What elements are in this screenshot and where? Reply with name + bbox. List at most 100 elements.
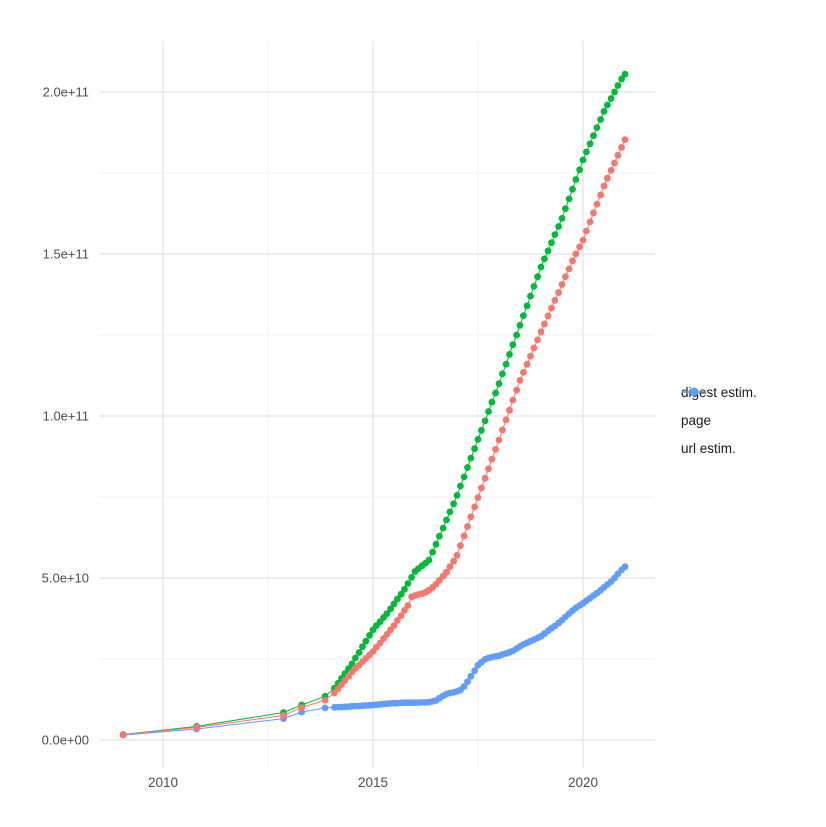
series-digest-estim-point [534, 336, 541, 344]
series-page-point [551, 231, 559, 239]
series-page-point [464, 464, 471, 471]
series-url-estim-point [460, 683, 468, 690]
series-digest-estim-point [193, 724, 201, 731]
series-page-point [516, 321, 524, 329]
y-tick-label-2: 1.0e+11 [43, 409, 89, 424]
series-page-point [488, 398, 496, 406]
series-digest-estim-point [565, 265, 573, 273]
series-page-point [572, 176, 580, 183]
series-digest-estim-point [562, 273, 569, 281]
series-digest-estim-point [516, 377, 524, 384]
series-page-point [366, 631, 373, 639]
series-digest-estim-point [544, 312, 552, 320]
series-url-estim-point [471, 667, 478, 675]
y-tick-label-4: 2.0e+11 [43, 85, 89, 100]
series-digest-estim-point [321, 696, 329, 704]
legend-item-url-estim: url estim. [681, 387, 757, 457]
series-page-point [537, 263, 545, 271]
series-page-point [544, 247, 552, 255]
series-digest-estim-point [495, 436, 503, 444]
series-page-point [590, 132, 597, 140]
series-page-point [408, 574, 415, 581]
series-digest-estim-point [618, 144, 625, 151]
series-page-point [499, 370, 506, 378]
series-digest-estim-point [446, 563, 454, 571]
series-digest-estim-point [604, 174, 611, 182]
series-page-point [453, 492, 461, 499]
series-page-point [597, 116, 604, 123]
y-tick-label-1: 5.0e+10 [42, 571, 89, 586]
series-digest-estim-point [509, 396, 517, 404]
series-page-point [506, 351, 513, 358]
gridlines-major [99, 41, 655, 768]
series-page-point [432, 540, 440, 548]
series-page-point [513, 331, 520, 339]
series-page-point [492, 389, 499, 397]
series-url-estim-point [464, 678, 471, 686]
legend-label-digest-estim: digest estim. [681, 384, 757, 400]
y-tick-label-3: 1.5e+11 [43, 247, 89, 262]
series-page-point [474, 435, 482, 443]
series-digest-estim-point [569, 257, 576, 265]
series-page-point [436, 532, 443, 540]
series-page-point [558, 215, 566, 222]
series-digest-estim-point [558, 281, 566, 288]
y-tick-label-0: 0.0e+00 [42, 733, 89, 748]
series-page-point [397, 590, 405, 598]
series-digest-estim-point [450, 557, 457, 565]
series-page-point [439, 524, 447, 532]
series-digest-estim-point [586, 218, 594, 226]
series-url-estim-point [321, 704, 329, 712]
series-page-point [621, 70, 629, 78]
series-digest-estim-point [457, 542, 464, 549]
series-digest-estim-point [590, 209, 597, 217]
series-digest-estim-point [467, 513, 475, 521]
series-page-point [446, 508, 454, 516]
series-digest-estim-point [551, 296, 559, 304]
series-page-point [569, 185, 576, 193]
series-page-point [555, 223, 562, 230]
series-digest-estim-point [527, 352, 534, 360]
series-page-point [425, 556, 433, 564]
series-page-point [534, 273, 541, 281]
series-page-point [586, 140, 594, 148]
series-page-point [401, 585, 408, 593]
series-page-point [485, 408, 492, 415]
series-page-point [611, 88, 618, 96]
series-digest-estim-point [548, 304, 555, 312]
series-page-point [562, 205, 569, 213]
series-digest-estim-point [593, 200, 601, 208]
series-digest-estim-point [513, 386, 520, 394]
series-page-point [495, 380, 503, 387]
series-page-point [387, 605, 394, 613]
legend: digest estim. page url estim. [681, 383, 757, 457]
series-page-point [600, 108, 608, 115]
series-page-point [509, 341, 517, 349]
series-digest-estim-point [478, 484, 485, 492]
series-digest-estim-point [583, 227, 590, 235]
series-page-point [457, 482, 464, 490]
series-page-point [541, 255, 548, 263]
series-digest-estim-point [611, 159, 618, 167]
series-page-point [520, 312, 527, 319]
series-digest-estim-point [537, 328, 545, 336]
series-digest-estim-point [404, 602, 412, 609]
series-page-point [404, 580, 412, 587]
series-page-point [530, 283, 538, 290]
series-page-point [527, 292, 534, 300]
series-page-point [355, 649, 363, 656]
series-url-estim [119, 563, 629, 739]
series-digest-estim-point [280, 712, 287, 719]
series-digest-estim-point [502, 416, 510, 424]
series-page-point [548, 239, 555, 247]
series-digest-estim-point [474, 494, 482, 501]
series-url-estim-point [467, 672, 475, 680]
series-page-point [618, 75, 625, 83]
series-page-point [383, 610, 391, 617]
series-digest-estim-point [464, 523, 471, 530]
series-digest-estim-point [523, 360, 531, 368]
legend-label-url-estim: url estim. [681, 440, 736, 456]
series-digest-estim [119, 136, 629, 739]
series-page-point [593, 124, 601, 131]
series-page-point [604, 101, 611, 109]
